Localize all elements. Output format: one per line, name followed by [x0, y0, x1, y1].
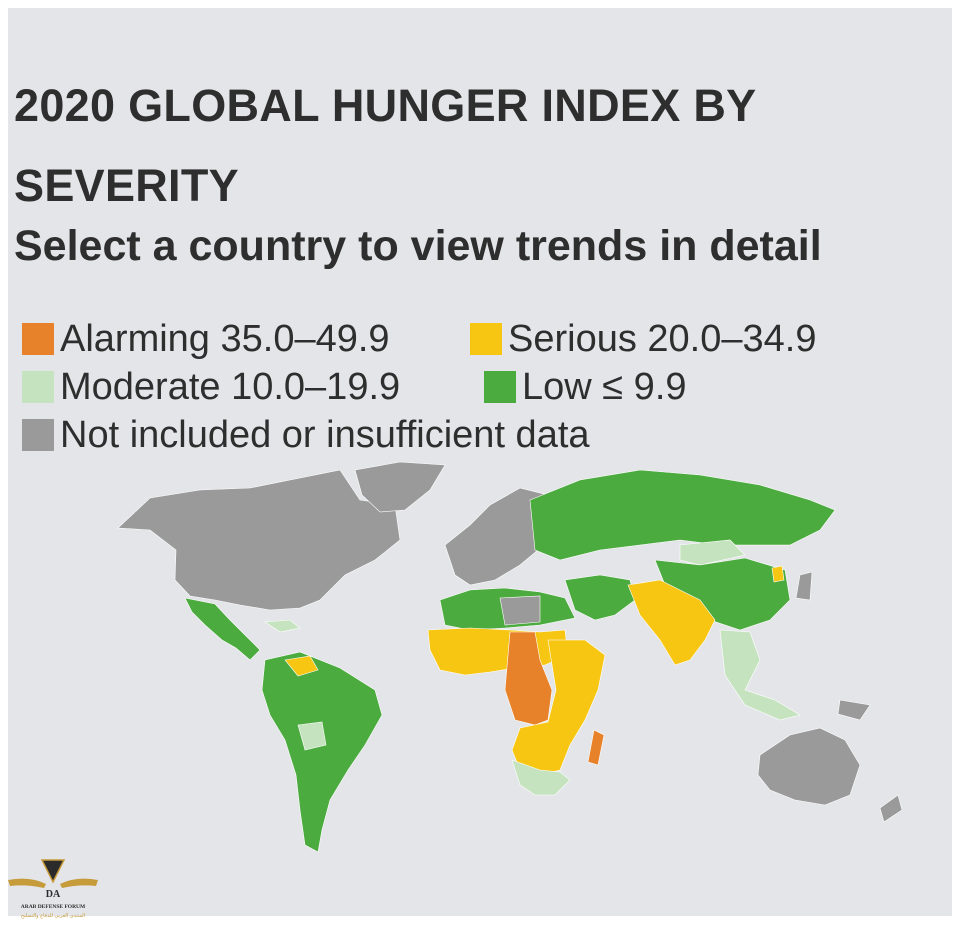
region-north-korea[interactable]	[771, 565, 785, 583]
region-mexico-central-america[interactable]	[184, 597, 261, 661]
legend-item-no-data: Not included or insufficient data	[22, 412, 590, 458]
map-subtitle: Select a country to view trends in detai…	[14, 222, 822, 270]
region-libya[interactable]	[499, 595, 541, 626]
logo-name-arabic: المنتدى العربي للدفاع والتسليح	[21, 913, 85, 919]
logo-monogram: DA	[46, 889, 61, 900]
region-southeast-asia[interactable]	[719, 629, 801, 721]
legend-swatch-alarming	[22, 323, 54, 355]
region-middle-east[interactable]	[564, 574, 636, 621]
region-south-asia[interactable]	[627, 579, 716, 666]
region-north-america[interactable]	[117, 469, 401, 611]
region-new-zealand[interactable]	[879, 794, 903, 823]
region-bolivia[interactable]	[297, 721, 327, 751]
region-madagascar[interactable]	[587, 729, 605, 766]
legend-item-alarming: Alarming 35.0–49.9	[22, 316, 390, 362]
map-title: 2020 GLOBAL HUNGER INDEX BY SEVERITY	[14, 80, 756, 211]
region-southern-africa[interactable]	[511, 759, 571, 796]
arab-defense-forum-logo: DA ARAB DEFENSE FORUM المنتدى العربي للد…	[8, 859, 98, 919]
legend-item-moderate: Moderate 10.0–19.9	[22, 364, 400, 410]
legend-swatch-serious	[470, 323, 502, 355]
legend-label-moderate: Moderate 10.0–19.9	[60, 365, 401, 408]
legend-label-alarming: Alarming 35.0–49.9	[60, 317, 390, 360]
legend-label-serious: Serious 20.0–34.9	[508, 317, 817, 360]
region-papua-new-guinea[interactable]	[837, 699, 871, 721]
logo-name: ARAB DEFENSE FORUM	[21, 904, 86, 910]
legend-swatch-low	[484, 371, 516, 403]
region-central-africa[interactable]	[504, 631, 553, 726]
region-mongolia[interactable]	[679, 539, 746, 566]
world-map[interactable]	[0, 440, 960, 870]
region-south-america[interactable]	[261, 651, 383, 853]
legend-item-serious: Serious 20.0–34.9	[470, 316, 816, 362]
region-russia[interactable]	[529, 469, 836, 561]
region-japan[interactable]	[795, 571, 813, 601]
legend-label-low: Low ≤ 9.9	[522, 365, 687, 408]
region-caribbean[interactable]	[264, 619, 301, 633]
region-sahel[interactable]	[427, 627, 569, 676]
region-venezuela[interactable]	[284, 655, 319, 677]
legend-item-low: Low ≤ 9.9	[484, 364, 687, 410]
region-greenland[interactable]	[354, 461, 446, 513]
legend-label-no-data: Not included or insufficient data	[60, 413, 590, 456]
legend-swatch-moderate	[22, 371, 54, 403]
region-australia[interactable]	[757, 727, 861, 806]
legend-swatch-no-data	[22, 419, 54, 451]
